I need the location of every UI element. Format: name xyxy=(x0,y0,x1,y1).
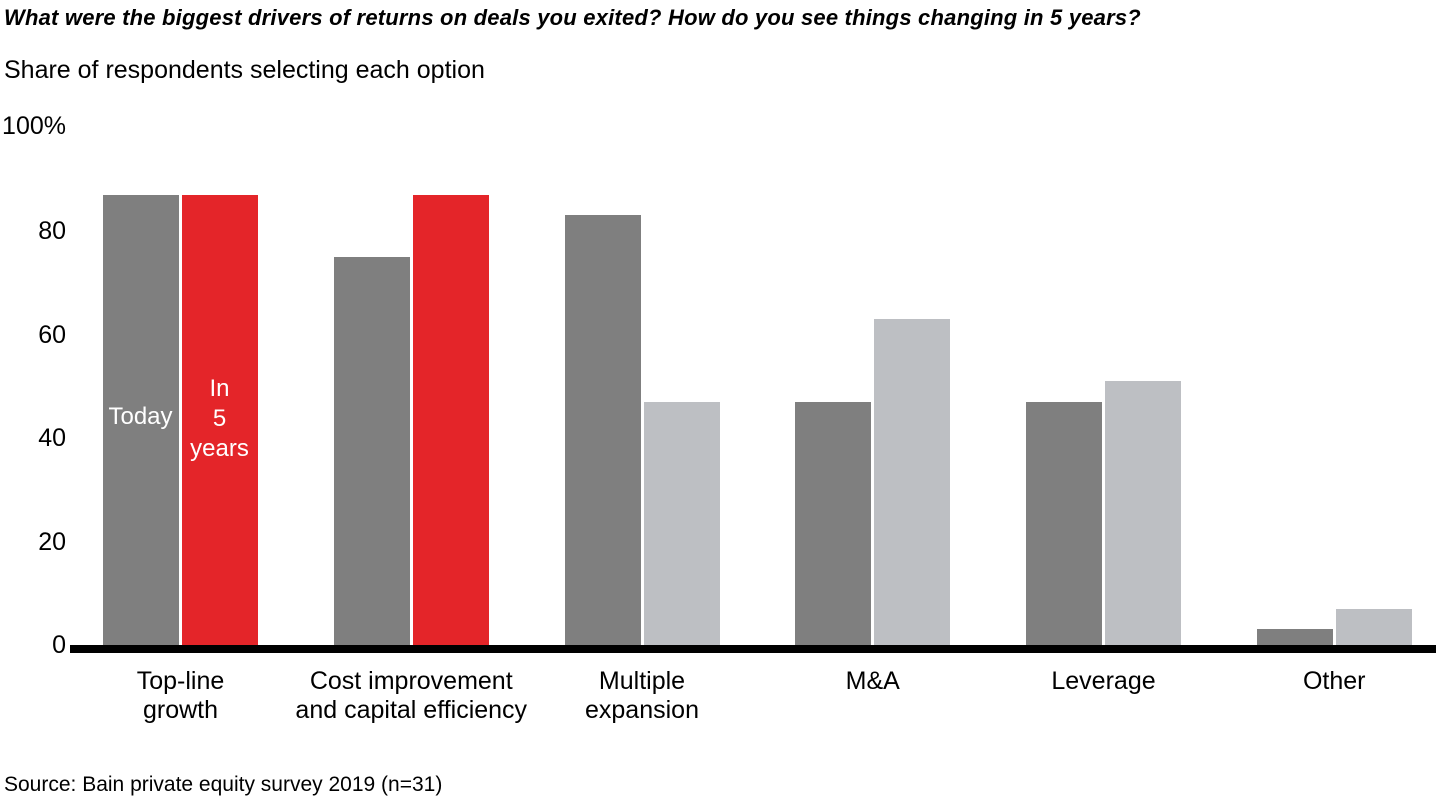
bar-in-5-years-top-line-growth xyxy=(182,194,258,645)
bar-today-m-a xyxy=(795,401,872,645)
y-tick-label-20: 20 xyxy=(38,527,66,556)
y-tick-label-40: 40 xyxy=(38,424,66,452)
bar-in-5-years-m-a xyxy=(874,318,951,645)
series-label-today: Today xyxy=(108,403,173,430)
bar-today-top-line-growth xyxy=(103,194,179,645)
y-tick-label-0: 0 xyxy=(52,631,66,659)
bar-today-other xyxy=(1256,629,1333,645)
bar-in-5-years-multiple-expansion xyxy=(643,401,720,645)
chart-title: What were the biggest drivers of returns… xyxy=(4,5,1141,30)
source-note: Source: Bain private equity survey 2019 … xyxy=(4,773,443,796)
bar-today-leverage xyxy=(1026,401,1102,645)
x-category-label-m-a: M&A xyxy=(845,667,900,695)
bar-in-5-years-cost-improvement-and-capital-efficiency xyxy=(412,194,489,645)
series-label-in-5-years: In 5 years xyxy=(190,375,249,462)
chart-subtitle: Share of respondents selecting each opti… xyxy=(4,56,485,84)
bar-in-5-years-leverage xyxy=(1105,381,1181,645)
bar-today-multiple-expansion xyxy=(564,215,641,645)
y-tick-label-60: 60 xyxy=(38,320,66,349)
bar-in-5-years-other xyxy=(1335,608,1412,645)
y-tick-label-80: 80 xyxy=(38,217,66,245)
x-category-label-multiple-expansion: Multiple expansion xyxy=(585,667,699,724)
y-axis-top-label: 100% xyxy=(2,112,66,140)
x-category-label-other: Other xyxy=(1302,667,1366,695)
x-category-label-cost-improvement-and-capital-efficiency: Cost improvement and capital efficiency xyxy=(295,667,528,724)
bar-today-cost-improvement-and-capital-efficiency xyxy=(333,256,410,645)
x-category-label-leverage: Leverage xyxy=(1051,667,1156,695)
x-axis-line xyxy=(70,645,1436,653)
x-category-label-top-line-growth: Top-line growth xyxy=(136,667,225,724)
